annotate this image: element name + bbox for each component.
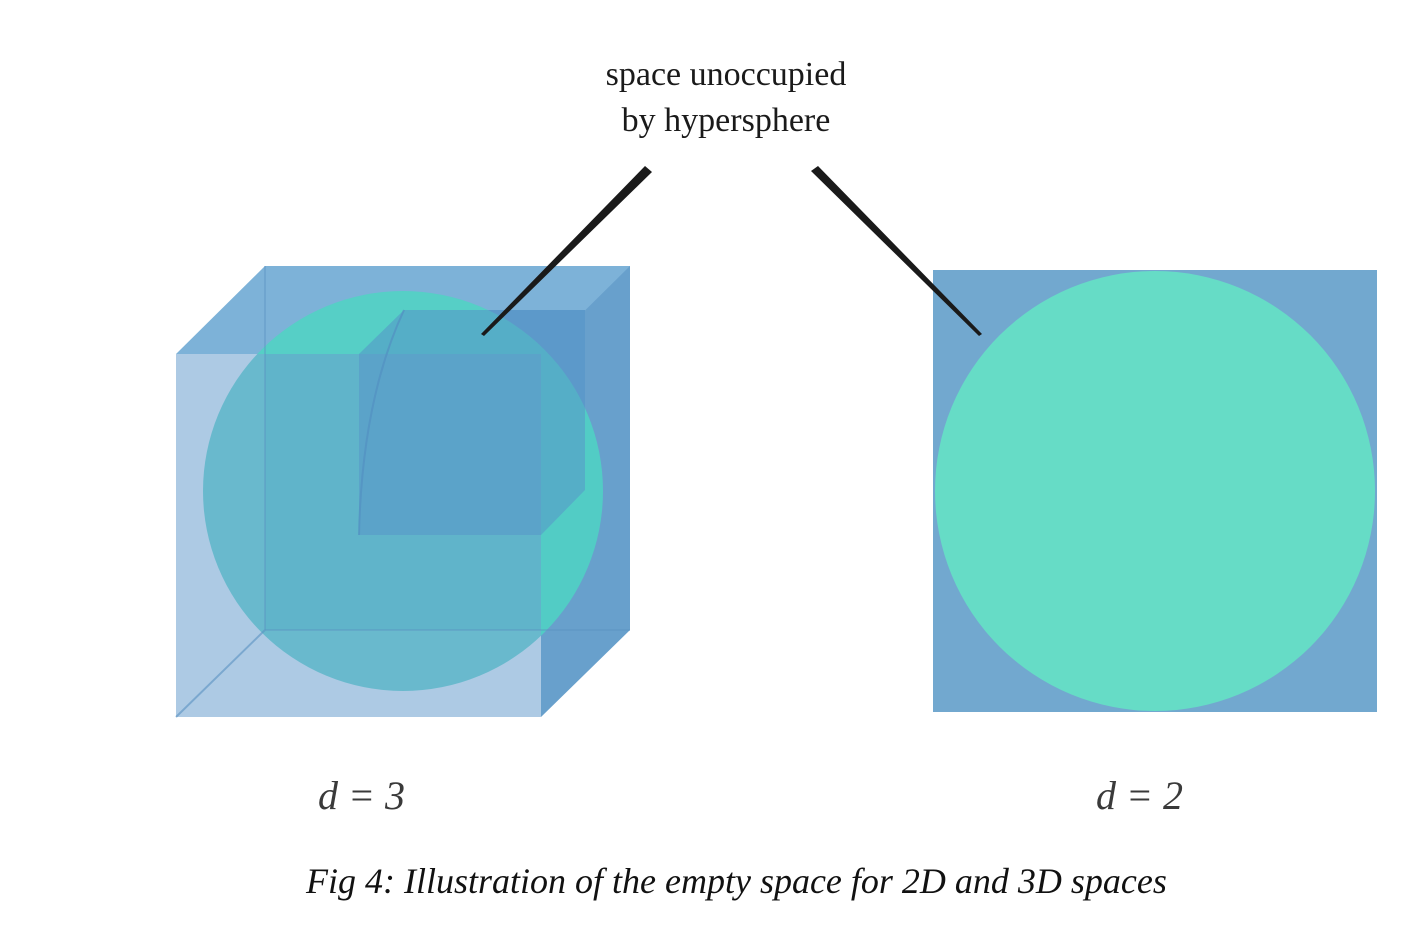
figure-caption: Fig 4: Illustration of the empty space f… [306,861,1167,901]
label-d2: d = 2 [1096,773,1183,818]
pointer-line-left [481,166,652,336]
cube-edge-bottom-left [175,629,266,718]
unoccupied-region-3d [359,310,585,535]
circle-shape [935,271,1375,711]
cube-illustration [175,266,630,718]
callout-text: space unoccupied by hypersphere [526,52,926,144]
square-illustration [933,270,1377,712]
label-d3: d = 3 [318,773,405,818]
callout-pointers [481,166,982,336]
sphere-corner-curve [358,309,405,536]
callout-line-1: space unoccupied [605,56,847,93]
callout-line-2: by hypersphere [621,102,831,139]
pointer-line-right [811,166,982,336]
